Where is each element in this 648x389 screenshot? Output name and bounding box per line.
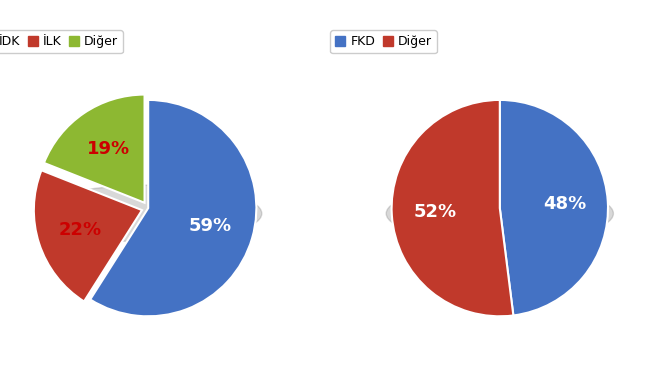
Wedge shape xyxy=(500,100,608,315)
Legend: FKD, Diğer: FKD, Diğer xyxy=(330,30,437,53)
Wedge shape xyxy=(34,170,142,301)
Text: 52%: 52% xyxy=(413,203,457,221)
Text: 59%: 59% xyxy=(189,217,232,235)
Wedge shape xyxy=(90,100,257,316)
Legend: İDK, İLK, Diğer: İDK, İLK, Diğer xyxy=(0,30,122,53)
Ellipse shape xyxy=(34,185,262,242)
Wedge shape xyxy=(391,100,513,316)
Wedge shape xyxy=(44,95,145,203)
Text: 19%: 19% xyxy=(86,140,130,158)
Text: 22%: 22% xyxy=(59,221,102,239)
Text: 48%: 48% xyxy=(543,195,586,213)
Ellipse shape xyxy=(386,185,614,242)
